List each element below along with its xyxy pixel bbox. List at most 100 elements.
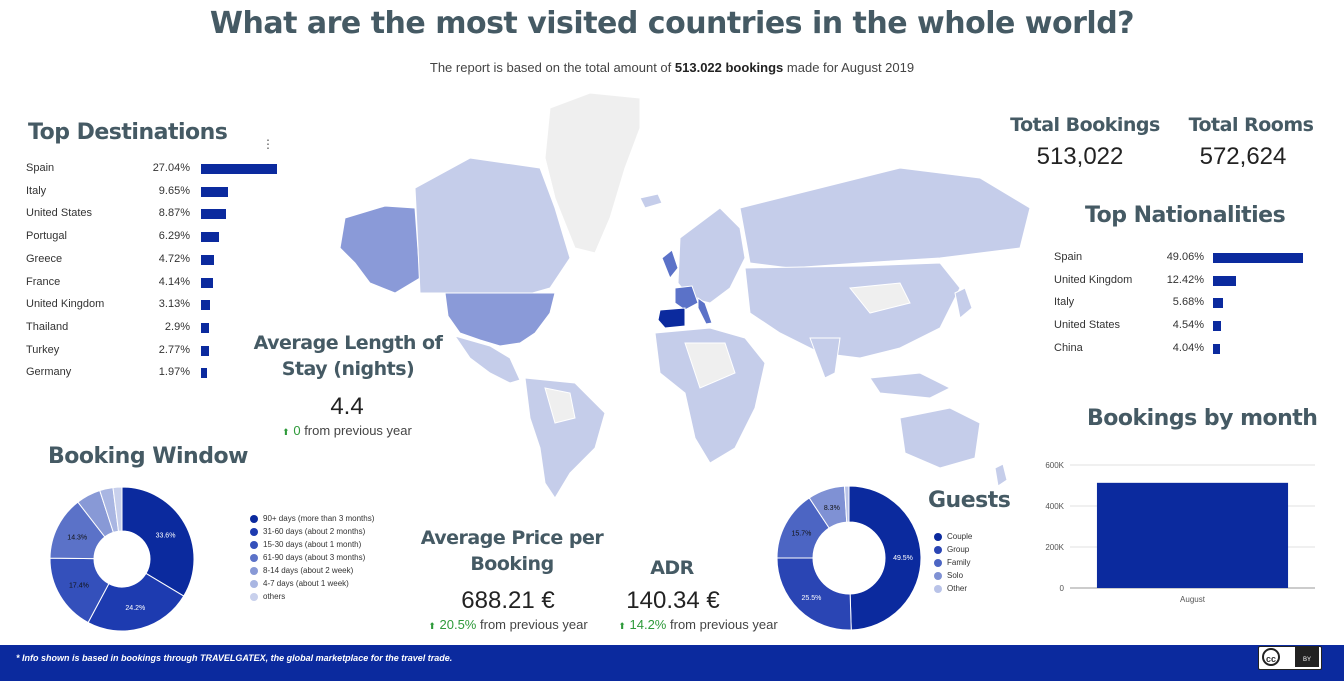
booking-window-slice[interactable] <box>87 572 185 632</box>
total-bookings-value: 513,022 <box>1036 143 1124 170</box>
guests-legend-label: Group <box>947 545 970 554</box>
map-nz <box>994 463 1008 487</box>
nationality-bar <box>1213 343 1221 354</box>
nationality-pct: 4.04% <box>1172 341 1204 354</box>
world-map[interactable] <box>340 88 1040 508</box>
nationality-bar <box>1213 321 1222 332</box>
booking-window-legend-label: others <box>263 592 286 601</box>
destination-bar <box>201 368 207 379</box>
bookings-by-month-title: Bookings by month <box>1087 406 1318 431</box>
booking-window-legend-item[interactable]: 61-90 days (about 3 months) <box>250 551 430 564</box>
nationality-row: China 4.04% <box>1054 340 1314 358</box>
cc-icon: cc <box>1262 648 1280 666</box>
nationality-bar <box>1213 253 1303 263</box>
guests-slice[interactable] <box>843 486 850 523</box>
guests-legend-item[interactable]: Couple <box>934 530 1014 543</box>
destination-pct: 9.65% <box>158 184 190 197</box>
guests-legend-label: Couple <box>947 532 973 541</box>
cc-license-badge[interactable]: cc BY <box>1258 646 1322 670</box>
legend-dot-icon <box>250 566 258 575</box>
nationality-pct: 12.42% <box>1166 273 1204 286</box>
more-options-icon[interactable]: ⋮ <box>262 137 274 151</box>
booking-window-legend-item[interactable]: 31-60 days (about 2 months) <box>250 525 430 538</box>
total-rooms-label: Total Rooms <box>1188 114 1314 136</box>
destination-bar <box>201 254 215 265</box>
subtitle-bold: 513.022 bookings <box>674 60 784 75</box>
legend-dot-icon <box>934 545 942 554</box>
nationality-bar <box>1213 275 1236 286</box>
nationality-name: Spain <box>1054 251 1083 263</box>
map-australia <box>899 407 981 469</box>
legend-dot-icon <box>934 532 942 541</box>
avg-price-title: Average Price per Booking <box>412 525 612 577</box>
avg-stay-title-line1: Average Length of <box>253 332 443 354</box>
page-title: What are the most visited countries in t… <box>209 6 1135 41</box>
top-destinations-title: Top Destinations <box>28 120 228 145</box>
nationality-pct: 4.54% <box>1172 319 1204 332</box>
booking-window-legend-item[interactable]: 4-7 days (about 1 week) <box>250 577 430 590</box>
top-destinations-list: Spain 27.04% Italy 9.65% United States 8.87% P… <box>26 160 286 390</box>
guests-slice-label: 25.5% <box>801 595 821 602</box>
guests-slice-label: 49.5% <box>893 555 913 562</box>
guests-legend-item[interactable]: Group <box>934 543 1014 556</box>
adr-delta-text: from previous year <box>670 617 778 632</box>
destination-name: Italy <box>26 184 47 197</box>
legend-dot-icon <box>250 540 258 549</box>
guests-legend: Couple Group Family Solo Other <box>934 530 1014 595</box>
booking-window-legend-item[interactable]: 8-14 days (about 2 week) <box>250 564 430 577</box>
adr-value: 140.34 € <box>626 587 720 614</box>
booking-window-legend-item[interactable]: 15-30 days (about 1 month) <box>250 538 430 551</box>
booking-window-legend-label: 8-14 days (about 2 week) <box>263 566 354 575</box>
map-africa-gray <box>684 342 736 389</box>
booking-window-slice[interactable] <box>121 486 195 597</box>
map-uk <box>661 249 679 279</box>
booking-window-legend-item[interactable]: 90+ days (more than 3 months) <box>250 512 430 525</box>
adr-delta: ⬆ 14.2% from previous year <box>598 617 798 632</box>
nationality-row: Spain 49.06% <box>1054 249 1314 267</box>
destination-pct: 27.04% <box>152 162 190 174</box>
destination-row: Portugal 6.29% <box>26 228 286 246</box>
map-iceland <box>639 193 663 209</box>
booking-window-slice[interactable] <box>49 557 110 624</box>
guests-legend-item[interactable]: Other <box>934 582 1014 595</box>
destination-name: Greece <box>26 252 63 265</box>
destination-row: Thailand 2.9% <box>26 319 286 337</box>
nationality-row: United Kingdom 12.42% <box>1054 272 1314 290</box>
destination-bar <box>201 277 213 288</box>
destination-pct: 3.13% <box>158 298 190 311</box>
booking-window-slice[interactable] <box>112 486 123 532</box>
map-usa <box>444 292 556 347</box>
destination-bar <box>201 300 210 311</box>
y-tick-label: 0 <box>1060 584 1065 593</box>
guests-legend-item[interactable]: Solo <box>934 569 1014 582</box>
destination-row: Greece 4.72% <box>26 251 286 269</box>
destination-pct: 2.77% <box>158 343 190 356</box>
guests-slice[interactable] <box>777 557 852 630</box>
destination-bar <box>201 186 229 197</box>
guests-donut[interactable]: 49.5% 25.5% 15.7% 8.3% <box>777 486 921 630</box>
map-canada <box>414 157 571 299</box>
nationality-name: Italy <box>1054 296 1075 309</box>
destination-pct: 4.72% <box>158 252 190 265</box>
destination-name: France <box>26 275 61 288</box>
month-bar[interactable] <box>1096 482 1289 588</box>
booking-window-legend-label: 31-60 days (about 2 months) <box>263 527 366 536</box>
booking-window-legend-label: 90+ days (more than 3 months) <box>263 514 375 523</box>
destination-bar <box>201 164 277 174</box>
booking-window-legend-item[interactable]: others <box>250 590 430 603</box>
avg-price-delta-value: 20.5% <box>439 617 477 632</box>
footer-text: * Info shown is based in bookings throug… <box>16 653 453 663</box>
guests-slice[interactable] <box>848 486 921 630</box>
page-subtitle: The report is based on the total amount … <box>0 60 1344 75</box>
guests-legend-item[interactable]: Family <box>934 556 1014 569</box>
map-india <box>809 337 841 379</box>
guests-slice-label: 15.7% <box>792 530 812 537</box>
destination-bar <box>201 209 226 220</box>
avg-price-delta: ⬆ 20.5% from previous year <box>408 617 608 632</box>
avg-stay-delta-value: 0 <box>293 423 301 438</box>
bookings-by-month-chart[interactable]: 0 200K 400K 600K August <box>1030 455 1320 610</box>
subtitle-post: made for August 2019 <box>786 60 915 75</box>
map-indonesia <box>869 372 952 399</box>
booking-window-donut[interactable]: 33.6% 24.2% 17.4% 14.3% <box>48 485 196 633</box>
destination-pct: 4.14% <box>158 275 190 288</box>
